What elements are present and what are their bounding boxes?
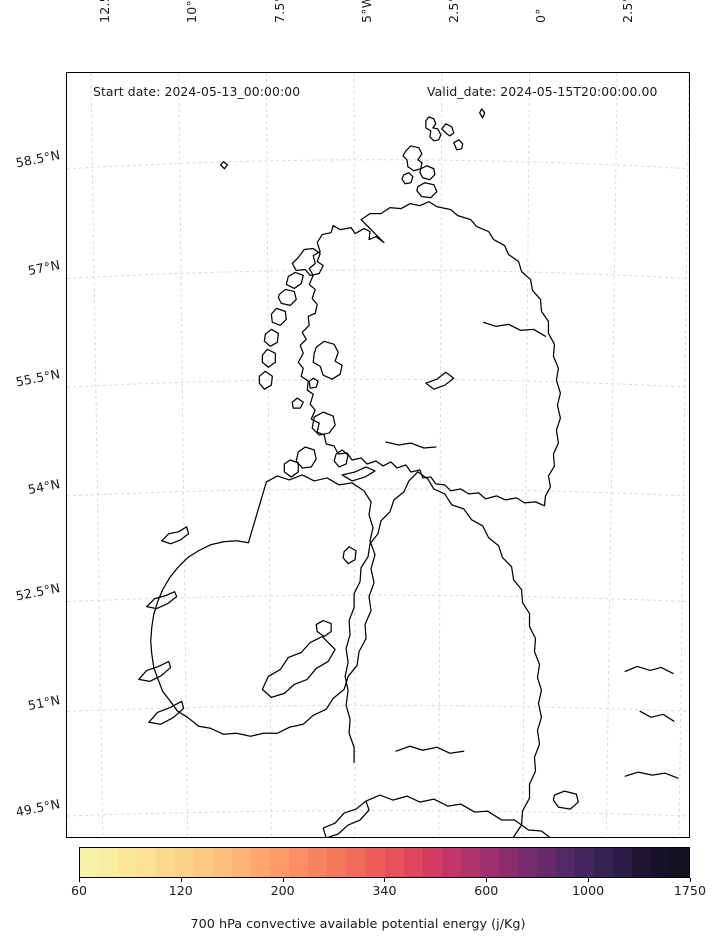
colorbar-tick-mark (689, 878, 691, 882)
colorbar-segment (441, 848, 461, 877)
colorbar-segment (289, 848, 309, 877)
colorbar-segment (498, 848, 518, 877)
colorbar-segment (327, 848, 347, 877)
longitude-tick-label: 10°W (184, 0, 199, 23)
colorbar-tick-mark (79, 878, 80, 882)
colorbar-segment (156, 848, 176, 877)
colorbar[interactable] (79, 847, 690, 878)
colorbar-segment (308, 848, 328, 877)
colorbar-segment (194, 848, 214, 877)
colorbar-segment (403, 848, 423, 877)
longitude-tick-label: 0° (533, 8, 548, 23)
longitude-tick-label: 5°W (359, 0, 374, 23)
latitude-tick-label: 51°N (26, 692, 62, 714)
colorbar-segment (536, 848, 556, 877)
colorbar-tick-label: 60 (70, 883, 88, 898)
map-graphics (67, 73, 689, 837)
colorbar-segment (460, 848, 480, 877)
longitude-tick-label: 2.5°E (620, 0, 635, 23)
colorbar-segment (650, 848, 670, 877)
colorbar-tick-label: 1750 (673, 883, 706, 898)
start-date-annotation: Start date: 2024-05-13_00:00:00 (93, 84, 301, 99)
colorbar-tick-mark (486, 878, 488, 882)
colorbar-tick-mark (282, 878, 284, 882)
colorbar-segment (232, 848, 252, 877)
longitude-tick-label: 12.5°W (97, 0, 112, 23)
latitude-tick-label: 54°N (26, 476, 62, 498)
latitude-tick-label: 49.5°N (14, 796, 62, 820)
colorbar-segment (99, 848, 119, 877)
colorbar-segment (137, 848, 157, 877)
colorbar-tick-label: 200 (270, 883, 295, 898)
latitude-tick-label: 57°N (26, 257, 62, 279)
latitude-tick-label: 58.5°N (14, 147, 62, 171)
colorbar-tick-label: 600 (474, 883, 499, 898)
map-plot-area[interactable]: Start date: 2024-05-13_00:00:00 Valid_da… (66, 72, 690, 838)
colorbar-segment (175, 848, 195, 877)
gridlines (67, 73, 689, 837)
valid-date-annotation: Valid_date: 2024-05-15T20:00:00.00 (427, 84, 658, 99)
colorbar-segment (270, 848, 290, 877)
coastlines (138, 108, 679, 837)
colorbar-segment (631, 848, 651, 877)
colorbar-segment (213, 848, 233, 877)
colorbar-tick-label: 1000 (572, 883, 605, 898)
colorbar-segment (365, 848, 385, 877)
colorbar-segment (517, 848, 537, 877)
colorbar-segment (574, 848, 594, 877)
colorbar-tick-label: 340 (372, 883, 397, 898)
colorbar-segment (612, 848, 632, 877)
colorbar-tick-mark (180, 878, 182, 882)
latitude-tick-label: 52.5°N (14, 580, 62, 604)
colorbar-title: 700 hPa convective available potential e… (190, 917, 526, 932)
colorbar-tick-mark (384, 878, 386, 882)
colorbar-segment (422, 848, 442, 877)
colorbar-segment (479, 848, 499, 877)
colorbar-segment (555, 848, 575, 877)
colorbar-segment (384, 848, 404, 877)
colorbar-segment (251, 848, 271, 877)
colorbar-tick-axis: 60 120 200 340 600 1000 1750 (0, 878, 716, 908)
longitude-tick-label: 7.5°W (272, 0, 287, 23)
latitude-tick-label: 55.5°N (14, 366, 62, 390)
colorbar-tick-mark (588, 878, 590, 882)
colorbar-tick-label: 120 (168, 883, 193, 898)
colorbar-segment (669, 848, 689, 877)
colorbar-segment (80, 848, 100, 877)
colorbar-segment (118, 848, 138, 877)
longitude-tick-label: 2.5°W (446, 0, 461, 23)
colorbar-segment (346, 848, 366, 877)
colorbar-segment (593, 848, 613, 877)
